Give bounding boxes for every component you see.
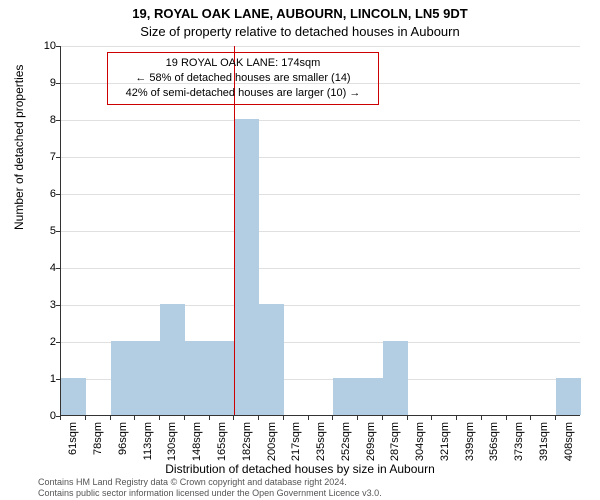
bar xyxy=(333,378,358,415)
x-tick-mark xyxy=(431,416,432,420)
x-tick-mark xyxy=(481,416,482,420)
x-tick-mark xyxy=(60,416,61,420)
y-tick-label: 10 xyxy=(36,41,56,51)
bar xyxy=(383,341,408,415)
x-tick-label: 165sqm xyxy=(216,422,228,462)
bar xyxy=(185,341,210,415)
x-tick-label: 148sqm xyxy=(191,422,203,462)
x-tick-label: 235sqm xyxy=(315,422,327,462)
x-tick-label: 391sqm xyxy=(538,422,550,462)
y-tick-label: 1 xyxy=(36,374,56,384)
y-tick-mark xyxy=(56,46,60,47)
x-tick-label: 339sqm xyxy=(464,422,476,462)
chart-container: 19, ROYAL OAK LANE, AUBOURN, LINCOLN, LN… xyxy=(0,0,600,500)
gridline xyxy=(61,46,580,47)
attribution: Contains HM Land Registry data © Crown c… xyxy=(38,477,382,498)
x-tick-mark xyxy=(357,416,358,420)
x-tick-label: 113sqm xyxy=(142,422,154,462)
x-tick-mark xyxy=(555,416,556,420)
attribution-line2: Contains public sector information licen… xyxy=(38,488,382,498)
x-tick-label: 304sqm xyxy=(414,422,426,462)
x-tick-mark xyxy=(184,416,185,420)
x-tick-label: 217sqm xyxy=(290,422,302,462)
y-tick-label: 7 xyxy=(36,152,56,162)
gridline xyxy=(61,157,580,158)
x-tick-label: 182sqm xyxy=(241,422,253,462)
annotation-line3: 42% of semi-detached houses are larger (… xyxy=(114,86,372,101)
y-tick-mark xyxy=(56,83,60,84)
x-tick-label: 78sqm xyxy=(92,422,104,462)
bar xyxy=(556,378,581,415)
y-tick-label: 2 xyxy=(36,337,56,347)
y-tick-label: 5 xyxy=(36,226,56,236)
bar xyxy=(210,341,235,415)
x-tick-label: 356sqm xyxy=(488,422,500,462)
x-tick-label: 287sqm xyxy=(389,422,401,462)
x-tick-mark xyxy=(332,416,333,420)
x-tick-mark xyxy=(407,416,408,420)
y-tick-mark xyxy=(56,157,60,158)
x-tick-mark xyxy=(85,416,86,420)
x-tick-label: 252sqm xyxy=(340,422,352,462)
plot-area: 19 ROYAL OAK LANE: 174sqm ← 58% of detac… xyxy=(60,46,580,416)
x-tick-mark xyxy=(308,416,309,420)
gridline xyxy=(61,268,580,269)
x-axis-label: Distribution of detached houses by size … xyxy=(0,462,600,476)
gridline xyxy=(61,305,580,306)
y-tick-label: 9 xyxy=(36,78,56,88)
gridline xyxy=(61,231,580,232)
x-tick-mark xyxy=(159,416,160,420)
annotation-box: 19 ROYAL OAK LANE: 174sqm ← 58% of detac… xyxy=(107,52,379,105)
y-tick-mark xyxy=(56,231,60,232)
x-tick-label: 408sqm xyxy=(563,422,575,462)
x-tick-mark xyxy=(530,416,531,420)
x-tick-mark xyxy=(382,416,383,420)
x-tick-mark xyxy=(456,416,457,420)
y-tick-mark xyxy=(56,194,60,195)
bar xyxy=(358,378,383,415)
chart-title-main: 19, ROYAL OAK LANE, AUBOURN, LINCOLN, LN… xyxy=(0,6,600,21)
y-tick-mark xyxy=(56,342,60,343)
x-tick-mark xyxy=(506,416,507,420)
y-tick-mark xyxy=(56,268,60,269)
annotation-line1: 19 ROYAL OAK LANE: 174sqm xyxy=(114,56,372,71)
y-tick-mark xyxy=(56,120,60,121)
x-tick-mark xyxy=(258,416,259,420)
x-tick-label: 200sqm xyxy=(266,422,278,462)
x-tick-label: 373sqm xyxy=(513,422,525,462)
x-tick-label: 96sqm xyxy=(117,422,129,462)
attribution-line1: Contains HM Land Registry data © Crown c… xyxy=(38,477,382,487)
x-tick-mark xyxy=(134,416,135,420)
y-tick-mark xyxy=(56,379,60,380)
bar xyxy=(135,341,160,415)
annotation-line2: ← 58% of detached houses are smaller (14… xyxy=(114,71,372,86)
x-tick-label: 61sqm xyxy=(67,422,79,462)
y-tick-label: 0 xyxy=(36,411,56,421)
x-tick-label: 269sqm xyxy=(365,422,377,462)
x-tick-label: 130sqm xyxy=(166,422,178,462)
bar xyxy=(234,119,259,415)
y-tick-mark xyxy=(56,305,60,306)
bar xyxy=(259,304,284,415)
bar xyxy=(61,378,86,415)
y-tick-label: 6 xyxy=(36,189,56,199)
x-tick-mark xyxy=(209,416,210,420)
y-tick-label: 4 xyxy=(36,263,56,273)
x-tick-mark xyxy=(110,416,111,420)
y-tick-label: 8 xyxy=(36,115,56,125)
gridline xyxy=(61,194,580,195)
gridline xyxy=(61,120,580,121)
y-axis-label: Number of detached properties xyxy=(12,65,26,230)
bar xyxy=(111,341,136,415)
bar xyxy=(160,304,185,415)
chart-title-sub: Size of property relative to detached ho… xyxy=(0,24,600,39)
y-tick-label: 3 xyxy=(36,300,56,310)
x-tick-label: 321sqm xyxy=(439,422,451,462)
x-tick-mark xyxy=(233,416,234,420)
x-tick-mark xyxy=(283,416,284,420)
